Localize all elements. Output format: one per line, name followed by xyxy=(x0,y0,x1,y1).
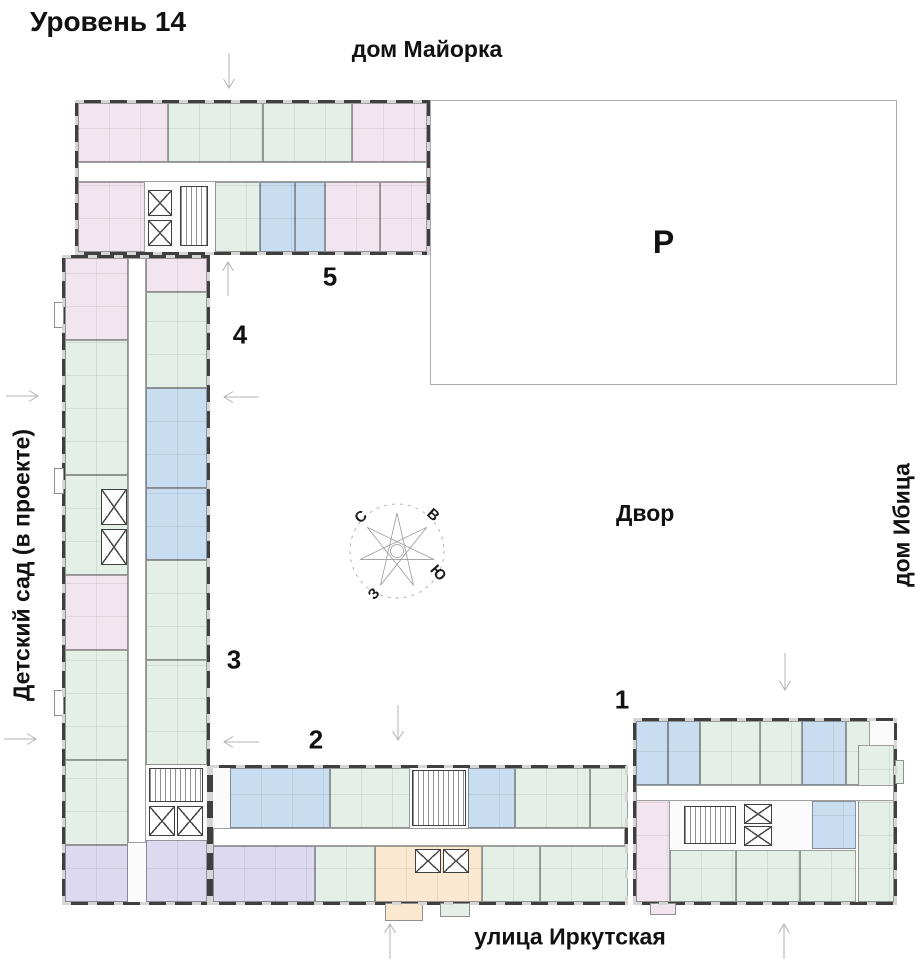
entrance-arrow-icon xyxy=(384,923,396,959)
elevator xyxy=(744,804,772,824)
entrance-arrow-icon xyxy=(222,261,234,296)
apartment[interactable] xyxy=(700,721,760,785)
parking-label: P xyxy=(652,224,675,260)
apartment[interactable] xyxy=(668,721,700,785)
page-title: Уровень 14 xyxy=(30,6,187,37)
apartment[interactable] xyxy=(636,721,668,785)
section-number: 3 xyxy=(226,644,242,675)
apartment[interactable] xyxy=(78,182,145,252)
apartment[interactable] xyxy=(230,768,330,828)
apartment[interactable] xyxy=(65,650,128,760)
entrance-arrow-icon xyxy=(6,390,39,402)
apartment[interactable] xyxy=(146,488,207,560)
apartment[interactable] xyxy=(590,768,628,828)
apartment[interactable] xyxy=(263,103,352,162)
elevator xyxy=(415,849,441,873)
balcony xyxy=(54,690,64,716)
entrance-arrow-icon xyxy=(4,733,37,745)
balcony xyxy=(54,302,64,328)
apartment[interactable] xyxy=(146,258,207,292)
apartment[interactable] xyxy=(760,721,802,785)
balcony xyxy=(440,903,470,917)
elevator xyxy=(744,826,772,846)
entrance-arrow-icon xyxy=(223,391,259,403)
apartment[interactable] xyxy=(65,845,128,902)
label-street-irkutskaya: улица Иркутская xyxy=(474,923,666,950)
corridor xyxy=(78,162,427,182)
apartment[interactable] xyxy=(858,745,894,902)
apartment[interactable] xyxy=(540,846,628,902)
label-kindergarten: Детский сад (в проекте) xyxy=(8,428,35,702)
section-number: 5 xyxy=(322,261,338,292)
apartment[interactable] xyxy=(146,292,207,388)
apartment[interactable] xyxy=(800,850,856,902)
corridor xyxy=(213,828,625,846)
apartment[interactable] xyxy=(295,182,325,252)
section-number: 1 xyxy=(614,684,630,715)
stairwell xyxy=(684,806,736,844)
entrance-arrow-icon xyxy=(779,653,791,691)
label-courtyard: Двор xyxy=(616,500,675,526)
apartment[interactable] xyxy=(736,850,800,902)
compass-west: З xyxy=(365,585,384,603)
apartment[interactable] xyxy=(78,103,168,162)
apartment[interactable] xyxy=(802,721,846,785)
apartment[interactable] xyxy=(325,182,380,252)
entrance-arrow-icon xyxy=(223,736,259,748)
apartment[interactable] xyxy=(482,846,540,902)
compass-east: В xyxy=(423,505,443,525)
apartment[interactable] xyxy=(146,560,207,660)
elevator xyxy=(149,806,175,836)
elevator xyxy=(443,849,469,873)
apartment[interactable] xyxy=(812,801,856,849)
apartment[interactable] xyxy=(260,182,295,252)
apartment[interactable] xyxy=(65,340,128,475)
compass-south: Ю xyxy=(427,562,450,585)
apartment[interactable] xyxy=(146,660,207,765)
apartment[interactable] xyxy=(146,388,207,488)
elevator xyxy=(148,190,172,216)
apartment[interactable] xyxy=(65,760,128,845)
corridor xyxy=(128,258,146,843)
elevator xyxy=(148,220,172,246)
apartment[interactable] xyxy=(65,258,128,340)
compass-icon: С В Ю З xyxy=(349,503,450,603)
entrance-arrow-icon xyxy=(778,923,790,959)
elevator xyxy=(101,489,127,525)
entrance-arrow-icon xyxy=(392,705,404,741)
balcony xyxy=(54,468,64,494)
apartment[interactable] xyxy=(380,182,427,252)
elevator xyxy=(101,529,127,565)
apartment[interactable] xyxy=(213,846,315,902)
apartment[interactable] xyxy=(515,768,590,828)
corridor xyxy=(636,785,894,801)
section-number: 4 xyxy=(232,319,248,350)
parking-area[interactable]: P xyxy=(430,100,897,385)
apartment[interactable] xyxy=(352,103,427,162)
stairwell xyxy=(180,186,208,246)
section-number: 2 xyxy=(308,724,324,755)
balcony xyxy=(650,903,676,915)
label-house-ibiza: дом Ибица xyxy=(888,463,915,587)
balcony xyxy=(385,903,423,921)
apartment[interactable] xyxy=(146,840,207,902)
apartment[interactable] xyxy=(168,103,263,162)
apartment[interactable] xyxy=(215,182,260,252)
apartment[interactable] xyxy=(636,795,670,902)
stairwell xyxy=(149,768,203,802)
apartment[interactable] xyxy=(330,768,410,828)
label-house-maiorka: дом Майорка xyxy=(351,36,503,62)
apartment[interactable] xyxy=(468,768,515,828)
apartment[interactable] xyxy=(315,846,375,902)
apartment[interactable] xyxy=(65,575,128,650)
apartment[interactable] xyxy=(670,850,736,902)
stairwell xyxy=(412,770,466,826)
elevator xyxy=(177,806,203,836)
balcony xyxy=(895,760,904,784)
compass-north: С xyxy=(351,507,371,527)
entrance-arrow-icon xyxy=(223,53,235,89)
